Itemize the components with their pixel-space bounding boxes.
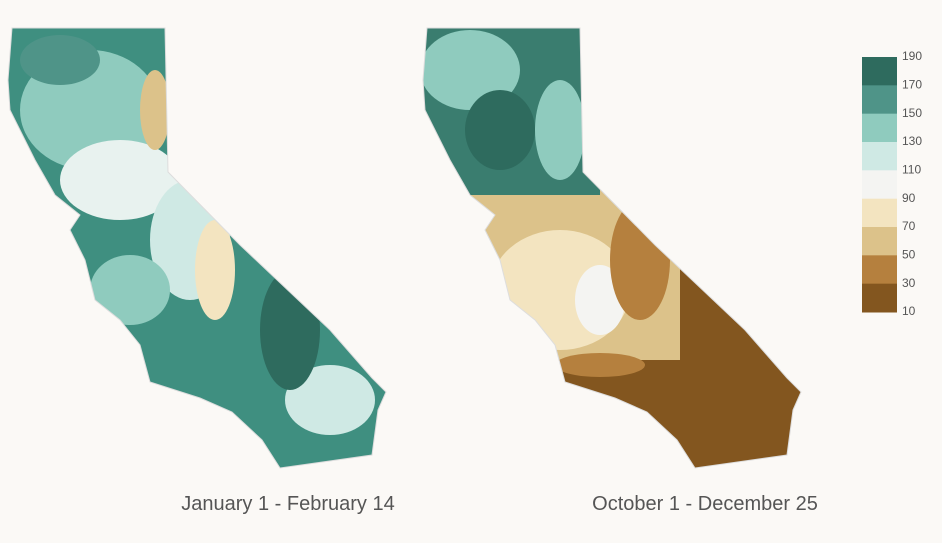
- legend-swatch: [862, 170, 897, 200]
- map-caption: January 1 - February 14: [181, 493, 394, 515]
- legend-tick-label: 90: [902, 191, 916, 205]
- legend: 190 170 150 130 110 90 70 50 30 10: [862, 49, 922, 318]
- legend-swatch: [862, 57, 897, 86]
- map-left: [8, 28, 386, 468]
- legend-swatch: [862, 85, 897, 115]
- legend-tick-label: 130: [902, 134, 922, 148]
- legend-tick-label: 150: [902, 106, 922, 120]
- map-right: [423, 28, 801, 468]
- map-caption: October 1 - December 25: [592, 493, 818, 515]
- legend-swatch: [862, 255, 897, 285]
- legend-tick-label: 170: [902, 78, 922, 92]
- legend-swatch: [862, 113, 897, 143]
- legend-swatch: [862, 227, 897, 256]
- legend-tick-label: 70: [902, 219, 916, 233]
- legend-tick-label: 110: [902, 163, 921, 177]
- legend-swatch: [862, 198, 897, 228]
- legend-tick-label: 30: [902, 276, 916, 290]
- legend-swatch: [862, 283, 897, 313]
- legend-tick-label: 50: [902, 248, 916, 262]
- legend-swatch: [862, 142, 897, 171]
- legend-tick-label: 10: [902, 304, 916, 318]
- legend-tick-label: 190: [902, 49, 922, 63]
